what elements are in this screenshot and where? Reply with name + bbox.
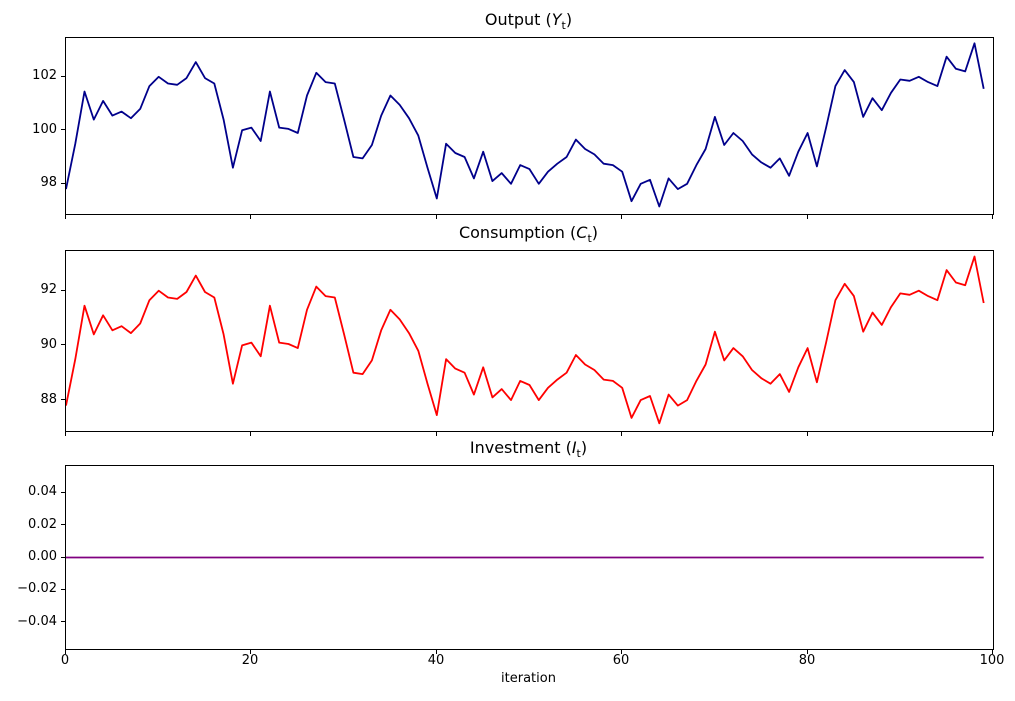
output-xtick-mark-4 [807, 215, 808, 219]
investment-ytick-mark-3 [61, 524, 65, 525]
consumption-xtick-mark-1 [250, 432, 251, 436]
investment-title-subscript: t [576, 447, 581, 461]
consumption-xtick-mark-4 [807, 432, 808, 436]
consumption-title-prefix: Consumption ( [458, 223, 577, 242]
xtick-label-3: 60 [612, 653, 630, 668]
output-title-prefix: Output ( [484, 10, 552, 29]
consumption-line [66, 255, 985, 425]
output-xtick-mark-0 [65, 215, 66, 219]
output-xtick-mark-2 [436, 215, 437, 219]
investment-xtick-mark-2 [436, 650, 437, 654]
output-ytick-mark-0 [61, 183, 65, 184]
output-xtick-mark-5 [992, 215, 993, 219]
output-title-suffix: ) [565, 10, 573, 29]
investment-ytick-mark-2 [61, 557, 65, 558]
investment-ytick-mark-0 [61, 621, 65, 622]
consumption-ytick-mark-2 [61, 290, 65, 291]
investment-xtick-mark-1 [250, 650, 251, 654]
output-xtick-mark-3 [621, 215, 622, 219]
consumption-xtick-mark-0 [65, 432, 66, 436]
investment-xtick-mark-5 [992, 650, 993, 654]
xtick-label-4: 80 [798, 653, 816, 668]
output-title: Output (Yt) [65, 11, 992, 35]
xtick-label-0: 0 [60, 653, 70, 668]
output-xtick-mark-1 [250, 215, 251, 219]
xtick-label-2: 40 [427, 653, 445, 668]
consumption-title-symbol: C [576, 223, 588, 242]
output-plot-svg [66, 42, 985, 208]
investment-ytick-label-2: 0.00 [28, 549, 57, 564]
consumption-ytick-label-0: 88 [40, 392, 57, 407]
consumption-ytick-mark-1 [61, 344, 65, 345]
consumption-ytick-mark-0 [61, 399, 65, 400]
investment-xtick-mark-3 [621, 650, 622, 654]
consumption-xtick-mark-2 [436, 432, 437, 436]
xtick-label-1: 20 [241, 653, 259, 668]
investment-title-prefix: Investment ( [469, 438, 572, 457]
investment-title-suffix: ) [580, 438, 588, 457]
consumption-title-subscript: t [587, 232, 592, 246]
xtick-label-5: 100 [979, 653, 1005, 668]
output-title-subscript: t [561, 19, 566, 33]
investment-title: Investment (It) [65, 439, 992, 463]
axes-consumption [65, 250, 994, 432]
investment-plot-svg [66, 556, 984, 559]
investment-xtick-mark-0 [65, 650, 66, 654]
investment-xtick-mark-4 [807, 650, 808, 654]
output-ytick-label-1: 100 [32, 122, 57, 137]
axes-investment [65, 465, 994, 650]
investment-ytick-label-0: −0.04 [17, 614, 57, 629]
output-ytick-label-2: 102 [32, 68, 57, 83]
investment-ytick-mark-4 [61, 492, 65, 493]
output-ytick-mark-2 [61, 76, 65, 77]
consumption-title-suffix: ) [591, 223, 599, 242]
investment-ytick-mark-1 [61, 589, 65, 590]
consumption-ytick-label-1: 90 [40, 337, 57, 352]
output-title-symbol: Y [551, 10, 562, 29]
consumption-title: Consumption (Ct) [65, 224, 992, 248]
output-ytick-label-0: 98 [40, 175, 57, 190]
investment-ytick-label-3: 0.02 [28, 517, 57, 532]
consumption-plot-svg [66, 255, 985, 425]
output-ytick-mark-1 [61, 129, 65, 130]
consumption-ytick-label-2: 92 [40, 282, 57, 297]
consumption-xtick-mark-3 [621, 432, 622, 436]
consumption-xtick-mark-5 [992, 432, 993, 436]
investment-ytick-label-4: 0.04 [28, 484, 57, 499]
investment-ytick-label-1: −0.02 [17, 581, 57, 596]
x-axis-label: iteration [501, 671, 556, 686]
output-line [66, 42, 985, 208]
investment-title-symbol: I [571, 438, 577, 457]
axes-output [65, 37, 994, 215]
